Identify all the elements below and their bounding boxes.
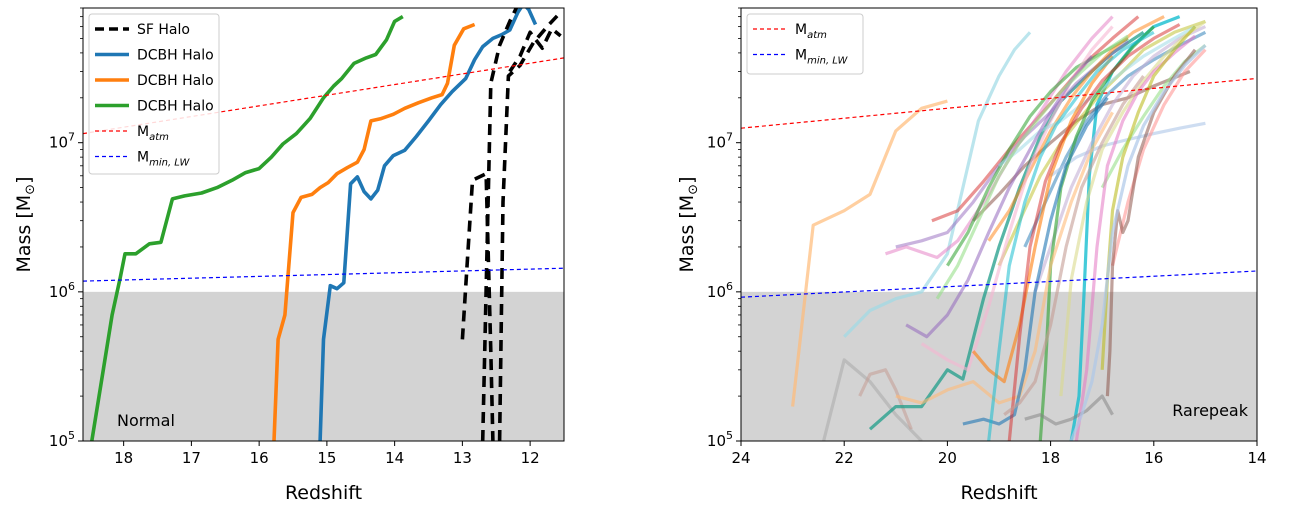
series-line-8: [83, 267, 564, 282]
y-tick-label: 107: [707, 131, 733, 152]
series-line-1: [822, 358, 923, 441]
series-line-16: [1110, 48, 1207, 266]
legend-label-subscript: atm: [807, 30, 827, 41]
axes-frame: [82, 7, 565, 442]
legend-label-text: DCBH Halo: [137, 48, 214, 64]
series-line-34: [1003, 75, 1145, 416]
panel-label: Rarepeak: [1172, 401, 1248, 420]
legend-label: DCBH Halo: [137, 73, 214, 89]
panel-label: Normal: [117, 411, 175, 430]
series-line-10: [946, 37, 1129, 267]
axes-frame: [740, 7, 1258, 442]
series-line-3: [460, 171, 495, 441]
legend-label-text: M: [137, 124, 149, 140]
x-tick-label: 14: [385, 449, 404, 467]
series-line-2: [318, 8, 538, 441]
y-axis-label-sun-symbol: ⊙: [686, 184, 701, 195]
y-tick-base: 10: [49, 283, 68, 301]
y-tick-base: 10: [707, 283, 726, 301]
y-axis-label: Mass [M⊙]: [13, 176, 38, 272]
series-line-30: [987, 30, 1155, 441]
plot-area: [741, 15, 1257, 441]
series-line-0: [791, 99, 948, 407]
y-tick-exponent: 7: [68, 131, 75, 144]
legend-box: [88, 13, 220, 175]
series-line-33: [1069, 44, 1207, 441]
legend-label-subscript: atm: [149, 132, 169, 143]
series-line-4: [843, 31, 1032, 338]
y-tick-base: 10: [707, 134, 726, 152]
series-line-25: [1024, 394, 1114, 426]
series-line-36: [741, 270, 1257, 298]
x-tick-label: 18: [114, 449, 133, 467]
legend-label: Matm: [795, 22, 827, 41]
y-tick-exponent: 7: [726, 131, 733, 144]
y-axis-label-text: Mass [M: [676, 195, 698, 273]
series-line-0: [90, 15, 404, 441]
legend-label-text: DCBH Halo: [137, 99, 214, 115]
legend-label-subscript: min, LW: [807, 56, 848, 67]
y-tick-exponent: 6: [726, 280, 733, 293]
legend-label-text: M: [795, 22, 807, 38]
y-tick-label: 106: [49, 280, 75, 301]
series-line-17: [1033, 25, 1207, 293]
x-tick-label: 16: [1144, 449, 1163, 467]
x-tick-label: 24: [731, 449, 750, 467]
series-line-29: [905, 55, 1094, 339]
legend-label-text: SF Halo: [137, 22, 190, 38]
x-tick-label: 17: [182, 449, 201, 467]
series-line-32: [935, 34, 1129, 300]
y-tick-exponent: 5: [726, 429, 733, 442]
series-line-31: [1007, 23, 1181, 441]
x-tick-label: 18: [1041, 449, 1060, 467]
legend-label: DCBH Halo: [137, 48, 214, 64]
series-line-4: [480, 8, 519, 441]
legend-label-subscript: min, LW: [149, 158, 190, 169]
y-tick-label: 105: [49, 429, 75, 450]
y-axis-label-sun-symbol: ⊙: [23, 184, 38, 195]
x-axis-label: Redshift: [960, 482, 1037, 504]
y-tick-base: 10: [49, 432, 68, 450]
series-line-35: [741, 77, 1257, 129]
legend-label-text: DCBH Halo: [137, 73, 214, 89]
series-line-2: [858, 368, 913, 430]
series-line-1: [272, 22, 476, 441]
legend-label: DCBH Halo: [137, 99, 214, 115]
legend-label: Mmin, LW: [137, 150, 190, 169]
x-axis-label: Redshift: [285, 482, 362, 504]
x-tick-label: 14: [1247, 449, 1266, 467]
y-tick-exponent: 6: [68, 280, 75, 293]
x-tick-label: 16: [250, 449, 269, 467]
legend-label: Mmin, LW: [795, 48, 848, 67]
series-line-18: [1059, 20, 1207, 397]
y-tick-label: 105: [707, 429, 733, 450]
series-line-19: [920, 25, 1114, 372]
y-tick-label: 106: [707, 280, 733, 301]
x-tick-label: 22: [835, 449, 854, 467]
plot-area: [83, 8, 564, 441]
y-tick-base: 10: [49, 134, 68, 152]
legend-label-text: M: [137, 150, 149, 166]
legend-label: Matm: [137, 124, 169, 143]
y-axis-label: Mass [M⊙]: [676, 176, 701, 272]
series-line-28: [971, 55, 1114, 384]
x-tick-label: 12: [521, 449, 540, 467]
x-tick-label: 15: [317, 449, 336, 467]
y-tick-label: 107: [49, 131, 75, 152]
series-line-6: [508, 27, 562, 73]
y-tick-exponent: 5: [68, 429, 75, 442]
y-axis-label-end: ]: [676, 176, 698, 183]
legend-label-text: M: [795, 48, 807, 64]
y-tick-base: 10: [707, 432, 726, 450]
x-tick-label: 13: [453, 449, 472, 467]
shaded-region: [741, 291, 1257, 441]
y-axis-label-text: Mass [M: [13, 195, 35, 273]
legend-label: SF Halo: [137, 22, 190, 38]
y-axis-label-end: ]: [13, 176, 35, 183]
x-tick-label: 20: [938, 449, 957, 467]
